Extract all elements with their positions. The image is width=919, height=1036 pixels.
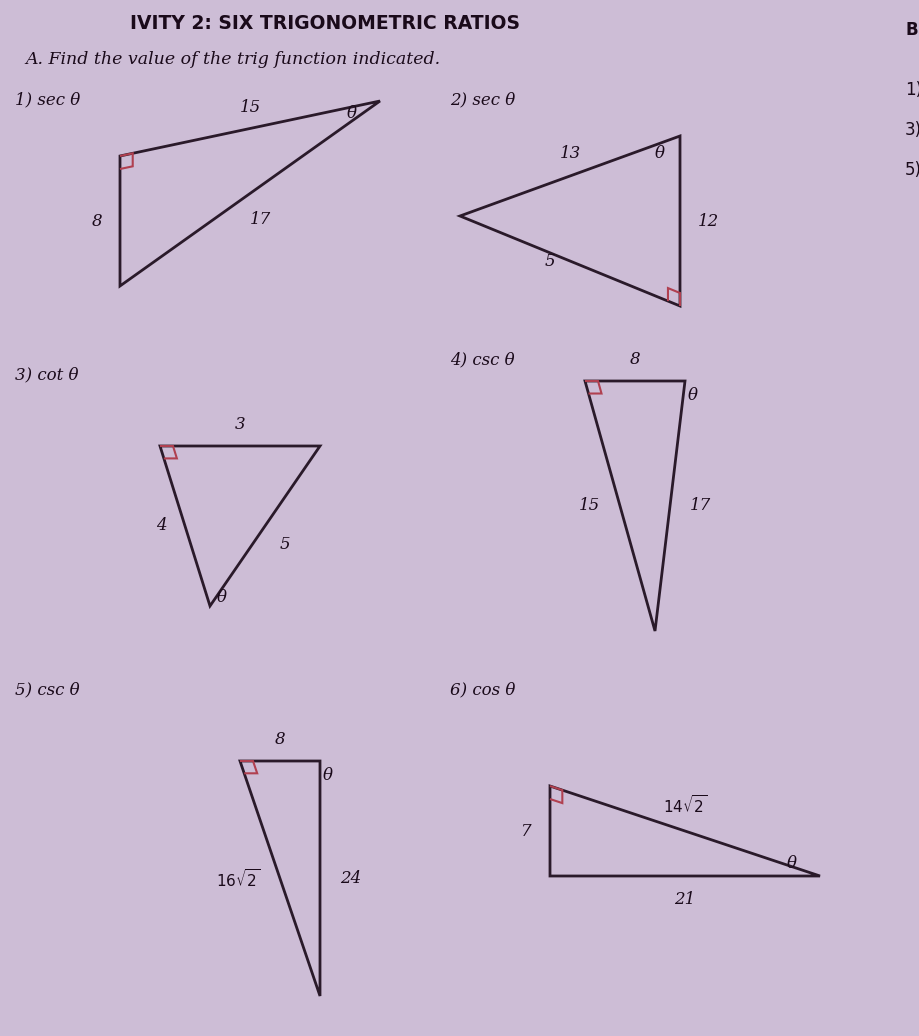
Text: 13: 13 — [560, 145, 581, 162]
Text: 1) sec θ: 1) sec θ — [15, 91, 80, 108]
Text: 6) cos θ: 6) cos θ — [450, 681, 516, 698]
Text: 24: 24 — [340, 870, 361, 887]
Text: $16\sqrt{2}$: $16\sqrt{2}$ — [216, 867, 260, 890]
Text: θ: θ — [347, 105, 357, 121]
Text: 15: 15 — [239, 98, 261, 115]
Text: 5: 5 — [280, 536, 290, 553]
Text: 7: 7 — [521, 823, 532, 839]
Text: θ: θ — [787, 856, 797, 872]
Text: θ: θ — [688, 387, 698, 404]
Text: $14\sqrt{2}$: $14\sqrt{2}$ — [663, 794, 707, 816]
Text: 12: 12 — [698, 212, 720, 230]
Text: 3: 3 — [234, 416, 245, 433]
Text: 8: 8 — [91, 212, 102, 230]
Text: 4: 4 — [156, 518, 167, 535]
Text: 8: 8 — [275, 731, 285, 748]
Text: 4) csc θ: 4) csc θ — [450, 351, 515, 368]
Text: 1): 1) — [905, 81, 919, 99]
Text: 2) sec θ: 2) sec θ — [450, 91, 516, 108]
Text: 5: 5 — [544, 253, 555, 269]
Text: θ: θ — [217, 589, 227, 606]
Text: θ: θ — [323, 768, 333, 784]
Text: IVITY 2: SIX TRIGONOMETRIC RATIOS: IVITY 2: SIX TRIGONOMETRIC RATIOS — [130, 15, 520, 33]
Text: θ: θ — [655, 145, 665, 163]
Text: 3) cot θ: 3) cot θ — [15, 366, 78, 383]
Text: 17: 17 — [690, 497, 711, 515]
Text: 17: 17 — [249, 211, 270, 229]
Text: 8: 8 — [630, 351, 641, 368]
Text: 3): 3) — [905, 121, 919, 139]
Text: 5) csc θ: 5) csc θ — [15, 681, 80, 698]
Text: 5): 5) — [905, 161, 919, 179]
Text: 21: 21 — [675, 891, 696, 908]
Text: A. Find the value of the trig function indicated.: A. Find the value of the trig function i… — [25, 51, 440, 68]
Text: 15: 15 — [579, 497, 600, 515]
Text: B.: B. — [905, 21, 919, 39]
